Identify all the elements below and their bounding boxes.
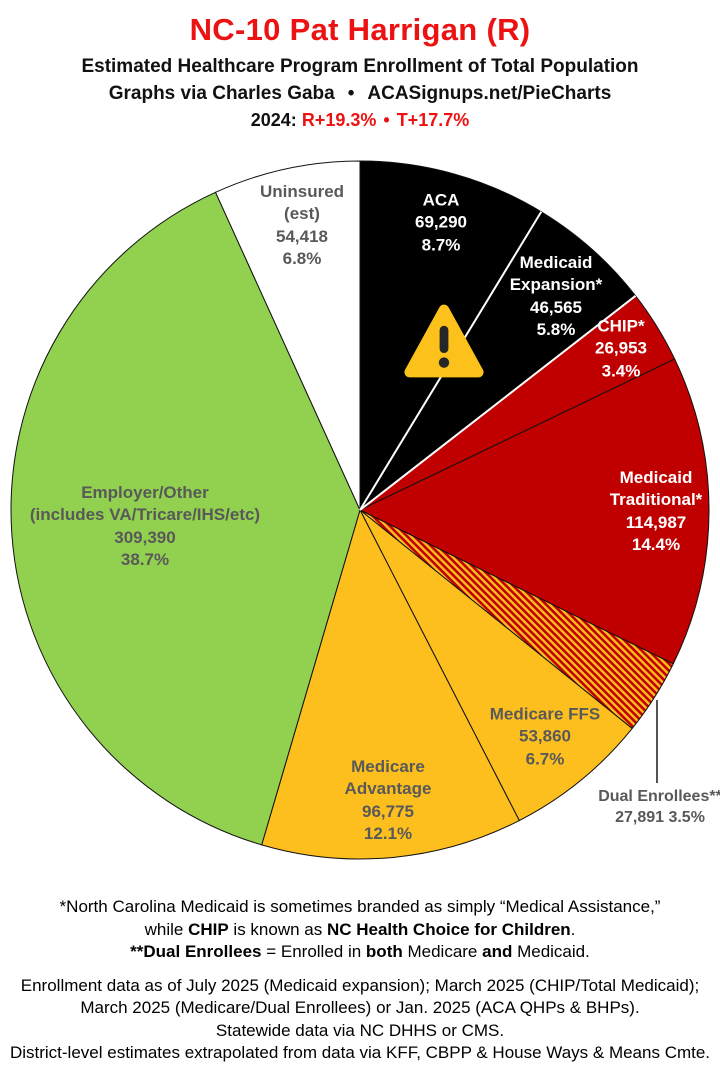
pie-slice-medicare-advantage — [261, 508, 520, 860]
slice-label-employer-other: Employer/Other (includes VA/Tricare/IHS/e… — [29, 483, 261, 570]
footnote-definitions: *North Carolina Medicaid is sometimes br… — [59, 897, 661, 961]
credit-url[interactable]: ACASignups.net/PieCharts — [367, 83, 612, 104]
bullet-separator: • — [347, 83, 355, 104]
footnote-sources: Enrollment data as of July 2025 (Medicai… — [9, 975, 711, 1063]
slice-label-chip: CHIP* 26,953 3.4% — [595, 316, 647, 381]
slice-label-dual-enrollees: Dual Enrollees** 27,891 3.5% — [598, 787, 720, 826]
slice-label-medicaid-expansion: Medicaid Expansion* 46,565 5.8% — [509, 253, 603, 340]
pie-slice-employer-other — [10, 191, 361, 846]
page-title: NC-10 Pat Harrigan (R) — [189, 12, 531, 47]
pie-slice-medicaid-traditional — [358, 358, 710, 665]
slice-label-uninsured: Uninsured (est) 54,418 6.8% — [259, 182, 345, 269]
slice-label-medicaid-traditional: Medicaid Traditional* 114,987 14.4% — [609, 468, 703, 555]
credit-line: Graphs via Charles Gaba • ACASignups.net/P… — [0, 83, 720, 105]
year-label: 2024: — [250, 110, 297, 130]
slice-label-medicare-advantage: Medicare Advantage 96,775 12.1% — [344, 757, 432, 844]
pie-slice-uninsured — [214, 160, 361, 511]
election-margins-line: 2024: R+19.3% • T+17.7% — [0, 110, 720, 131]
t-margin-value: T+17.7% — [396, 110, 470, 130]
header: NC-10 Pat Harrigan (R) Estimated Healthc… — [0, 0, 720, 131]
slice-label-medicare-ffs: Medicare FFS 53,860 6.7% — [489, 704, 601, 769]
r-margin-value: R+19.3% — [301, 110, 377, 130]
warning-triangle-icon — [404, 304, 484, 378]
pie-slice-medicaid-expansion — [359, 211, 637, 511]
footnotes: *North Carolina Medicaid is sometimes br… — [0, 896, 720, 1065]
slice-label-aca: ACA 69,290 8.7% — [415, 190, 467, 255]
bullet-separator: • — [383, 110, 390, 130]
slice-divider — [359, 295, 637, 511]
pie-slice-medicare-ffs — [359, 509, 633, 822]
subtitle: Estimated Healthcare Program Enrollment … — [81, 56, 639, 77]
credit-author: Graphs via Charles Gaba — [108, 83, 335, 104]
